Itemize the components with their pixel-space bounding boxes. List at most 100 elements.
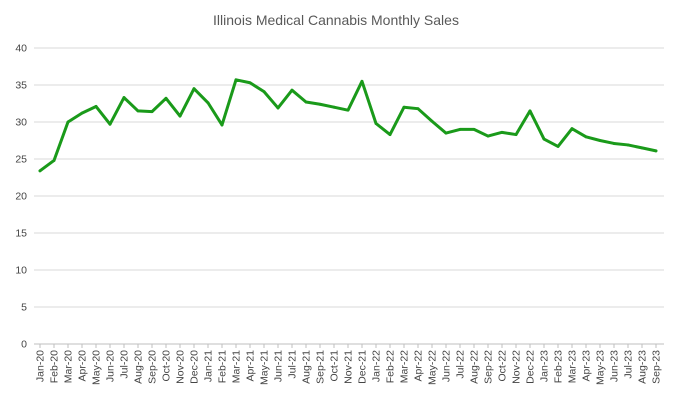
y-tick-label: 30 (15, 117, 27, 129)
data-point (444, 131, 448, 135)
data-point (584, 135, 588, 139)
x-tick-label: Jan-21 (203, 350, 215, 382)
x-tick-label: Dec-22 (525, 350, 537, 384)
x-tick-label: Jul-22 (455, 350, 467, 379)
data-point (654, 149, 658, 153)
data-point (598, 139, 602, 142)
x-tick-label: Aug-23 (637, 350, 649, 384)
x-tick-label: Jul-20 (119, 350, 131, 379)
x-tick-label: May-21 (259, 350, 271, 385)
x-tick-label: Jun-21 (273, 350, 285, 382)
data-point (430, 119, 434, 123)
x-tick-label: Nov-20 (175, 350, 187, 384)
x-tick-label: Sep-20 (147, 350, 159, 384)
data-point (66, 120, 70, 124)
y-tick-label: 35 (15, 80, 27, 92)
data-point (262, 90, 266, 94)
data-point (374, 122, 378, 125)
y-tick-label: 40 (15, 43, 27, 55)
x-tick-label: Jan-22 (371, 350, 383, 382)
x-tick-label: Sep-22 (483, 350, 495, 384)
data-point (248, 81, 252, 85)
x-tick-label: Dec-20 (189, 350, 201, 384)
x-tick-label: Aug-22 (469, 350, 481, 384)
x-tick-label: Nov-21 (343, 350, 355, 384)
data-point (500, 130, 504, 134)
y-tick-label: 15 (15, 228, 27, 240)
data-point (108, 122, 112, 126)
x-tick-label: Mar-23 (567, 350, 579, 383)
x-tick-label: Nov-22 (511, 350, 523, 384)
data-point (234, 78, 238, 82)
x-tick-label: Feb-22 (385, 350, 397, 383)
x-tick-label: Jun-20 (105, 350, 117, 382)
x-tick-label: Mar-22 (399, 350, 411, 383)
y-tick-label: 25 (15, 154, 27, 166)
series-line (38, 78, 658, 173)
x-tick-label: Oct-22 (497, 350, 509, 382)
data-point (360, 79, 364, 83)
x-tick-label: Mar-20 (63, 350, 75, 383)
data-point (304, 100, 308, 104)
data-point (38, 169, 42, 173)
data-point (472, 127, 476, 131)
x-tick-label: May-23 (595, 350, 607, 385)
chart-title: Illinois Medical Cannabis Monthly Sales (213, 12, 459, 28)
y-tick-label: 20 (15, 191, 27, 203)
x-axis-ticks: Jan-20 Feb-20 Mar-20 Apr-20 May-20 Jun-20 Jul-… (35, 344, 663, 385)
x-tick-label: Jul-21 (287, 350, 299, 379)
x-tick-label: May-22 (427, 350, 439, 385)
x-tick-label: Apr-21 (245, 350, 257, 382)
data-point (556, 145, 560, 148)
data-point (318, 102, 322, 106)
data-point (570, 127, 574, 131)
data-point (640, 146, 644, 150)
data-point (136, 109, 140, 113)
data-point (542, 137, 546, 141)
x-tick-label: Oct-21 (329, 350, 341, 382)
data-point (80, 111, 84, 115)
data-point (332, 105, 336, 109)
x-tick-label: May-20 (91, 350, 103, 385)
x-tick-label: Jun-22 (441, 350, 453, 382)
data-point (458, 127, 462, 131)
y-axis-ticks: 0 5 10 15 20 25 30 35 40 (15, 43, 27, 351)
x-tick-label: Apr-22 (413, 350, 425, 382)
data-point (416, 107, 420, 111)
x-tick-label: Jan-20 (35, 350, 47, 382)
data-point (486, 134, 490, 138)
data-point (276, 106, 280, 110)
data-point (346, 108, 350, 112)
data-point (192, 87, 196, 91)
x-tick-label: Sep-23 (651, 350, 663, 384)
data-point (206, 101, 210, 105)
gridlines (34, 47, 664, 308)
data-point (178, 114, 182, 118)
data-point (94, 105, 98, 108)
data-point (220, 123, 224, 127)
data-point (514, 133, 518, 136)
x-tick-label: Apr-20 (77, 350, 89, 382)
x-tick-label: Feb-20 (49, 350, 61, 383)
x-tick-label: Aug-21 (301, 350, 313, 384)
data-point (290, 88, 294, 92)
y-tick-label: 10 (15, 265, 27, 277)
data-point (388, 133, 392, 136)
x-tick-label: Feb-23 (553, 350, 565, 383)
data-point (612, 142, 616, 145)
x-tick-label: Jun-23 (609, 350, 621, 382)
y-tick-label: 0 (21, 339, 27, 351)
data-point (122, 96, 126, 99)
series-layer (38, 78, 658, 173)
x-tick-label: Oct-20 (161, 350, 173, 382)
data-point (150, 110, 154, 114)
x-tick-label: Apr-23 (581, 350, 593, 382)
data-point (52, 159, 56, 162)
data-point (528, 109, 532, 113)
x-tick-label: Jul-23 (623, 350, 635, 379)
x-tick-label: Sep-21 (315, 350, 327, 384)
data-point (164, 96, 168, 100)
x-tick-label: Feb-21 (217, 350, 229, 383)
